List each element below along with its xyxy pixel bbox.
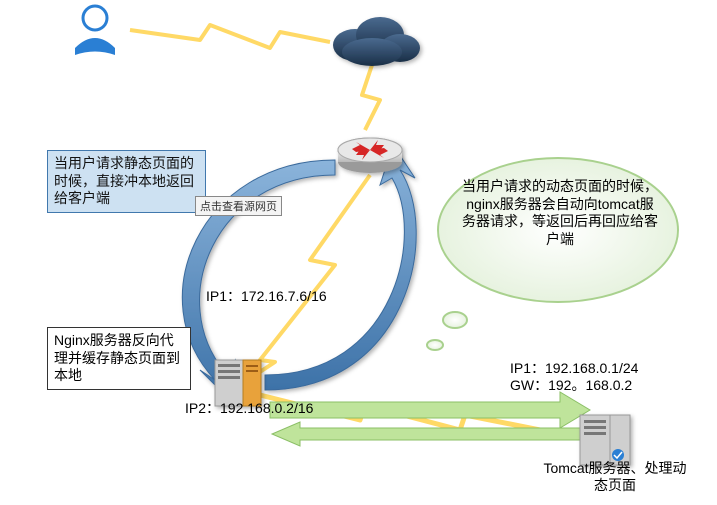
nginx-desc-text: Nginx服务器反向代理并缓存静态页面到本地 <box>54 332 180 383</box>
arrow-green-back <box>272 422 585 446</box>
static-request-box: 当用户请求静态页面的时候，直接冲本地返回给客户端 <box>47 150 206 213</box>
cloud-icon <box>333 17 420 66</box>
nginx-desc-box: Nginx服务器反向代理并缓存静态页面到本地 <box>47 327 191 390</box>
link-user-cloud <box>130 25 330 48</box>
router-icon <box>338 138 402 173</box>
tomcat-ip-label: IP1：192.168.0.1/24 GW：192。168.0.2 <box>510 360 638 394</box>
user-icon <box>75 6 115 55</box>
link-cloud-router <box>362 65 380 130</box>
tooltip-text: 点击查看源网页 <box>200 201 277 213</box>
tomcat-server-icon <box>580 415 630 465</box>
ip2-label: IP2：192.168.0.2/16 <box>185 400 313 417</box>
ip1-label: IP1：172.16.7.6/16 <box>206 288 327 305</box>
static-request-text: 当用户请求静态页面的时候，直接冲本地返回给客户端 <box>54 155 194 206</box>
dynamic-request-text: 当用户请求的动态页面的时候，nginx服务器会自动向tomcat服务器请求，等返… <box>460 178 660 248</box>
view-source-tooltip[interactable]: 点击查看源网页 <box>195 196 282 216</box>
tomcat-label: Tomcat服务器、处理动态页面 <box>540 460 690 494</box>
diagram-canvas <box>0 0 717 505</box>
